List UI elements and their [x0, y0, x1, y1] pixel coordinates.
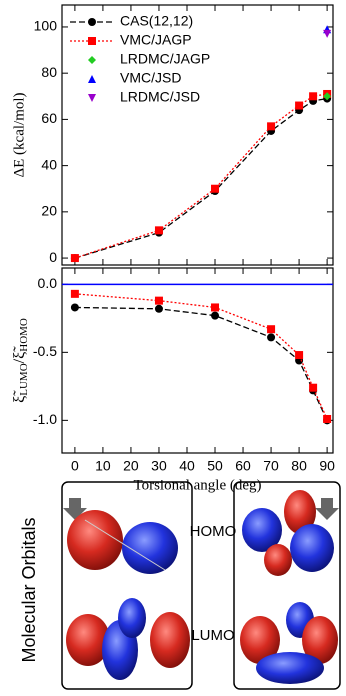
y-tick-label: 60: [41, 110, 57, 126]
marker: [211, 184, 220, 193]
x-tick-label: 70: [263, 458, 279, 474]
marker: [88, 94, 96, 102]
x-tick-label: 10: [95, 458, 111, 474]
x-tick-label: 80: [291, 458, 307, 474]
y-axis-label-part: HOMO: [18, 318, 30, 352]
series-line: [74, 93, 328, 259]
marker: [88, 56, 96, 64]
marker: [154, 296, 163, 305]
x-tick-label: 50: [207, 458, 223, 474]
legend-label: LRDMC/JSD: [120, 89, 200, 105]
marker: [211, 311, 220, 320]
marker: [295, 101, 304, 110]
orbital-label: HOMO: [190, 523, 237, 540]
y-tick-label: 0.0: [38, 275, 58, 291]
marker: [323, 414, 332, 423]
plot-frame: [61, 4, 334, 266]
series-line: [74, 306, 328, 421]
marker: [211, 303, 220, 312]
marker: [323, 92, 332, 101]
y-axis-label-part: LUMO: [18, 363, 30, 395]
orbitals-title: Molecular Orbitals: [19, 517, 39, 662]
x-tick-label: 30: [151, 458, 167, 474]
legend-label: LRDMC/JAGP: [120, 51, 210, 67]
marker: [295, 351, 304, 360]
orbital-image: [66, 510, 190, 680]
y-tick-label: 100: [34, 18, 58, 34]
y-tick-label: -1.0: [33, 411, 57, 427]
y-tick-label: 80: [41, 64, 57, 80]
marker: [323, 29, 332, 38]
orbital-label: LUMO: [191, 627, 234, 644]
marker: [154, 304, 163, 313]
marker: [70, 254, 79, 263]
legend-label: VMC/JAGP: [120, 32, 192, 48]
marker: [154, 226, 163, 235]
arrow: [315, 498, 339, 520]
marker: [267, 333, 276, 342]
series-line: [74, 97, 328, 259]
marker: [70, 289, 79, 298]
marker: [70, 303, 79, 312]
series-line: [74, 293, 328, 420]
y-axis-label: ΔE (kcal/mol): [11, 92, 27, 177]
orbital-box: [233, 481, 341, 690]
x-tick-label: 60: [235, 458, 251, 474]
marker: [309, 383, 318, 392]
x-tick-label: 90: [319, 458, 335, 474]
marker: [309, 92, 318, 101]
y-tick-label: 20: [41, 203, 57, 219]
x-tick-label: 0: [71, 458, 79, 474]
legend-label: VMC/JSD: [120, 70, 181, 86]
x-tick-label: 40: [179, 458, 195, 474]
y-axis-label: ξ̃LUMO/ξ̃HOMO: [11, 318, 30, 403]
y-axis-label-part: /: [11, 358, 28, 363]
x-axis-label: Torsional angle (deg): [133, 477, 261, 493]
marker: [267, 325, 276, 334]
y-tick-label: 0: [49, 249, 57, 265]
marker: [88, 37, 96, 45]
x-tick-label: 20: [123, 458, 139, 474]
marker: [267, 122, 276, 131]
orbital-box: [61, 481, 193, 690]
y-tick-label: 40: [41, 156, 57, 172]
orbital-image: [240, 490, 338, 684]
marker: [88, 75, 96, 83]
legend-label: CAS(12,12): [120, 13, 193, 29]
arrow: [63, 498, 87, 520]
plot-frame: [61, 267, 334, 454]
y-tick-label: -0.5: [33, 343, 57, 359]
marker: [88, 18, 96, 26]
